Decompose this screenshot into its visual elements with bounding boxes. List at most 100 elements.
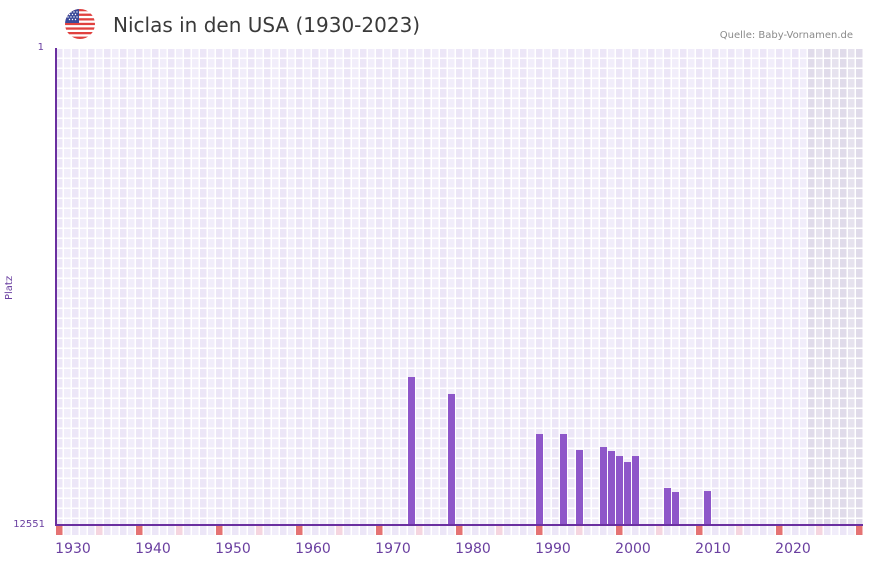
y-axis-line: [55, 48, 57, 525]
decade-markers: [56, 526, 863, 535]
bar-1993: [576, 450, 583, 525]
year-marker: [776, 526, 783, 535]
year-marker: [56, 526, 63, 535]
year-marker: [424, 526, 431, 535]
x-tick-label: 1960: [295, 541, 331, 557]
bar-1999: [624, 462, 631, 525]
year-marker: [360, 526, 367, 535]
year-marker: [296, 526, 303, 535]
year-marker: [792, 526, 799, 535]
year-marker: [184, 526, 191, 535]
x-tick-label: 1970: [375, 541, 411, 557]
year-marker: [480, 526, 487, 535]
year-marker: [696, 526, 703, 535]
year-marker: [856, 526, 863, 535]
year-marker: [840, 526, 847, 535]
us-flag-icon: [65, 9, 95, 39]
year-marker: [440, 526, 447, 535]
bar-1996: [600, 447, 607, 525]
year-marker: [336, 526, 343, 535]
year-marker: [72, 526, 79, 535]
year-marker: [832, 526, 839, 535]
bar-1998: [616, 456, 623, 525]
year-marker: [432, 526, 439, 535]
year-marker: [544, 526, 551, 535]
year-marker: [160, 526, 167, 535]
year-marker: [560, 526, 567, 535]
year-marker: [120, 526, 127, 535]
year-marker: [144, 526, 151, 535]
year-marker: [368, 526, 375, 535]
x-tick-label: 1930: [55, 541, 91, 557]
year-marker: [200, 526, 207, 535]
year-marker: [664, 526, 671, 535]
x-tick-label: 2000: [615, 541, 651, 557]
year-marker: [520, 526, 527, 535]
grid-background: [56, 49, 863, 525]
year-marker: [496, 526, 503, 535]
year-marker: [328, 526, 335, 535]
year-marker: [104, 526, 111, 535]
year-marker: [808, 526, 815, 535]
year-marker: [552, 526, 559, 535]
y-axis-top-label: 1: [37, 42, 44, 53]
y-axis-bottom-label: 12551: [13, 519, 45, 530]
year-marker: [784, 526, 791, 535]
year-marker: [656, 526, 663, 535]
year-marker: [720, 526, 727, 535]
year-marker: [400, 526, 407, 535]
year-marker: [824, 526, 831, 535]
x-tick-label: 1990: [535, 541, 571, 557]
year-marker: [472, 526, 479, 535]
year-marker: [584, 526, 591, 535]
bar-2000: [632, 456, 639, 525]
year-marker: [464, 526, 471, 535]
year-marker: [672, 526, 679, 535]
x-tick-label: 2010: [695, 541, 731, 557]
year-marker: [528, 526, 535, 535]
year-marker: [312, 526, 319, 535]
year-marker: [592, 526, 599, 535]
year-marker: [680, 526, 687, 535]
year-marker: [760, 526, 767, 535]
year-marker: [816, 526, 823, 535]
bar-2009: [704, 491, 711, 525]
year-marker: [384, 526, 391, 535]
year-marker: [576, 526, 583, 535]
year-marker: [456, 526, 463, 535]
year-marker: [136, 526, 143, 535]
bar-series: [408, 376, 711, 525]
bar-1997: [608, 450, 615, 525]
x-axis-line: [55, 524, 863, 526]
year-marker: [64, 526, 71, 535]
year-marker: [240, 526, 247, 535]
year-marker: [304, 526, 311, 535]
year-marker: [600, 526, 607, 535]
year-marker: [352, 526, 359, 535]
year-marker: [632, 526, 639, 535]
year-marker: [168, 526, 175, 535]
year-marker: [272, 526, 279, 535]
year-marker: [248, 526, 255, 535]
year-marker: [712, 526, 719, 535]
bar-1977: [448, 393, 455, 525]
year-marker: [568, 526, 575, 535]
year-marker: [704, 526, 711, 535]
bar-2004: [664, 488, 671, 525]
year-marker: [376, 526, 383, 535]
x-tick-label: 1940: [135, 541, 171, 557]
year-marker: [96, 526, 103, 535]
bar-1988: [536, 434, 543, 525]
source-credit: Quelle: Baby-Vornamen.de: [719, 30, 853, 41]
year-marker: [320, 526, 327, 535]
year-marker: [208, 526, 215, 535]
chart-title: Niclas in den USA (1930-2023): [113, 13, 421, 37]
year-marker: [80, 526, 87, 535]
year-marker: [176, 526, 183, 535]
x-tick-label: 1980: [455, 541, 491, 557]
year-marker: [736, 526, 743, 535]
bar-2005: [672, 492, 679, 525]
year-marker: [688, 526, 695, 535]
year-marker: [408, 526, 415, 535]
